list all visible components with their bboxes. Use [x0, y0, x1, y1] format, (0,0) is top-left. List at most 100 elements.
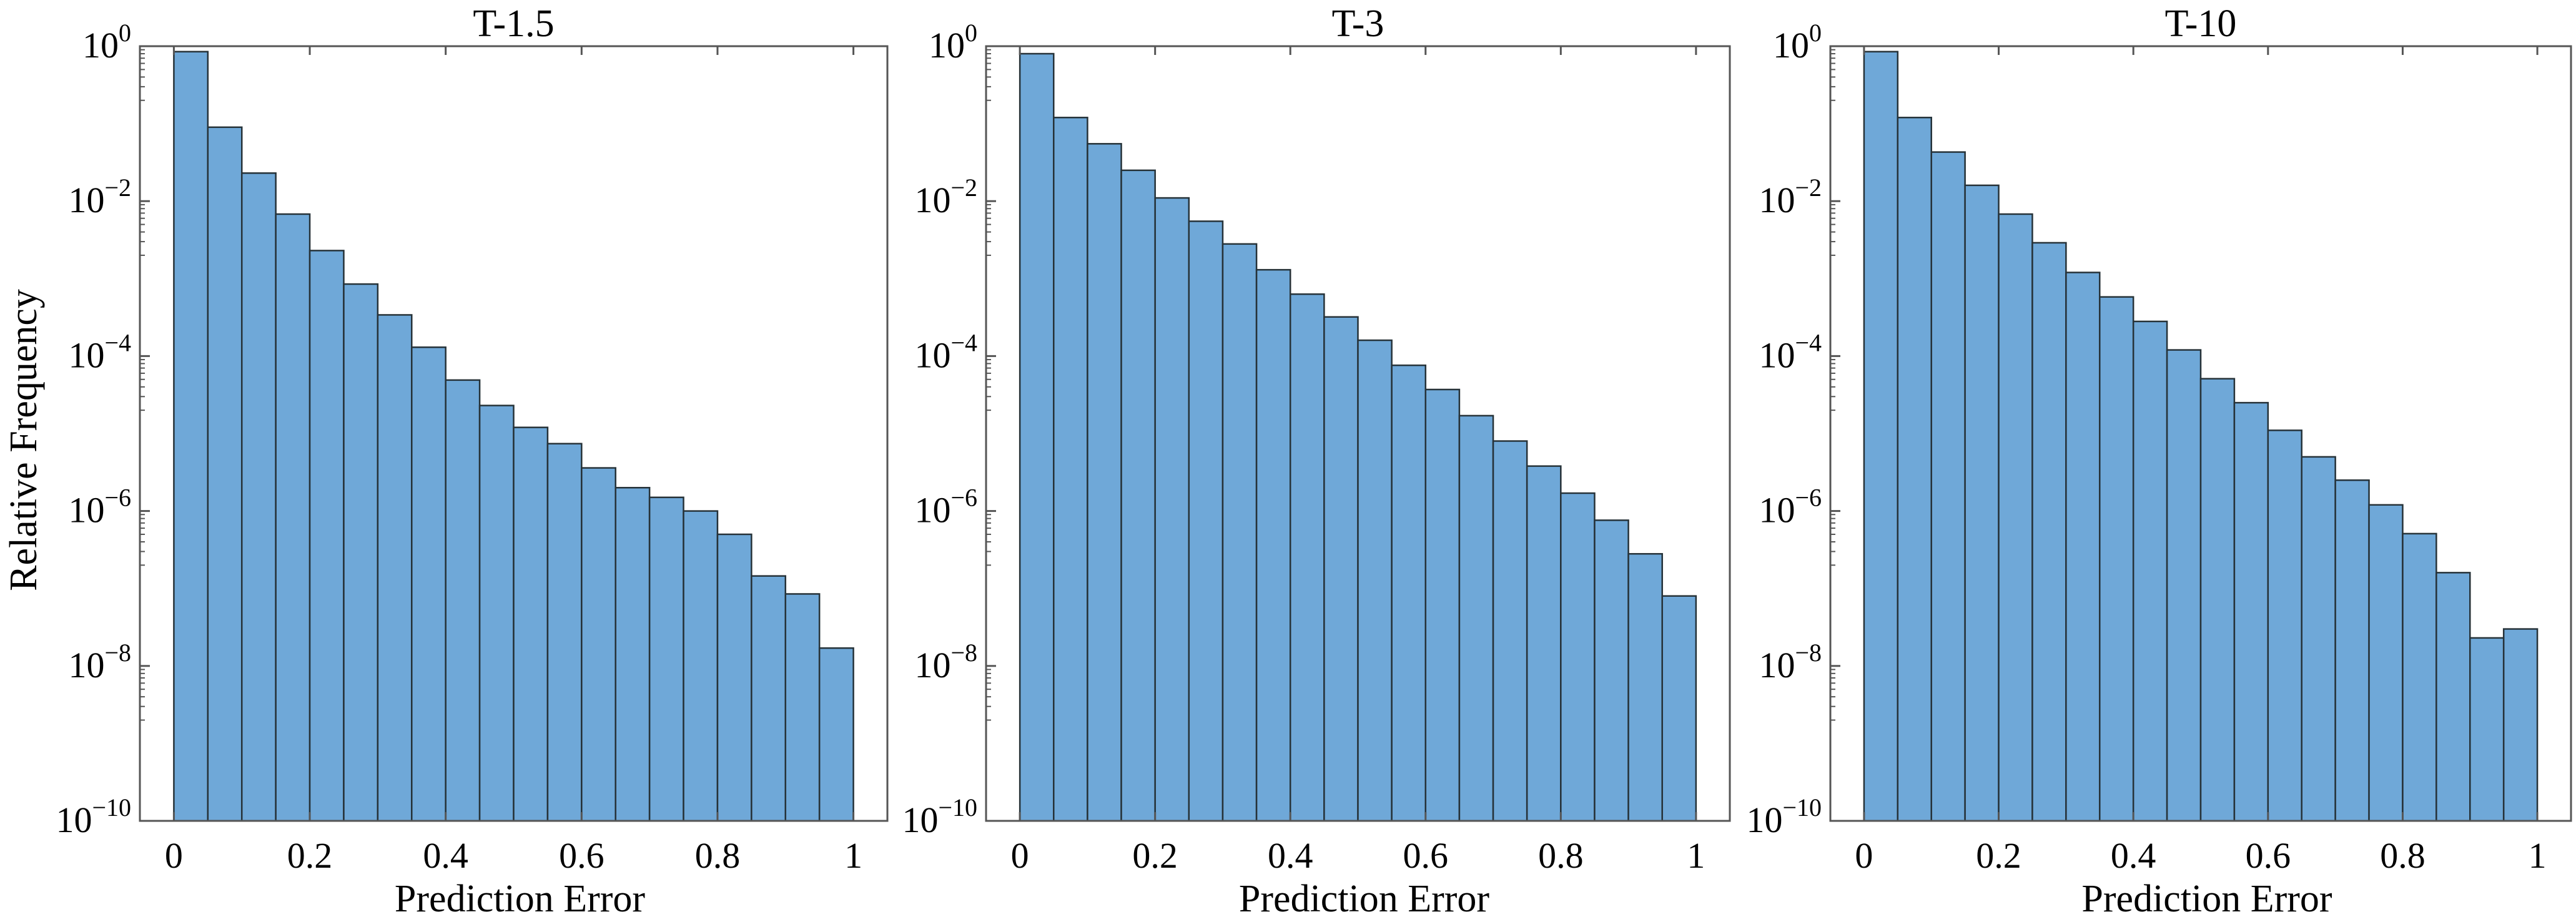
panel-title: T-1.5: [473, 2, 554, 45]
histogram-bar: [1560, 492, 1596, 822]
histogram-bar: [445, 379, 481, 822]
x-tick-label: 0.8: [1538, 835, 1584, 876]
panel-title: T-10: [2165, 2, 2237, 45]
histogram-bar: [2502, 628, 2539, 822]
histogram-bar: [1627, 552, 1663, 822]
y-tick-label: 10−2: [68, 174, 131, 220]
x-tick-label: 0.4: [423, 835, 468, 876]
histogram-bar: [1594, 519, 1629, 822]
y-tick-label: 10−4: [914, 328, 977, 375]
y-tick-label: 10−8: [1759, 639, 1822, 685]
histogram-bar: [1930, 151, 1966, 822]
x-axis-label: Prediction Error: [395, 878, 646, 920]
x-tick-label: 1: [844, 835, 862, 876]
histogram-bar: [1424, 388, 1461, 822]
histogram-bar: [1053, 117, 1088, 822]
histogram-bar: [2402, 532, 2437, 822]
histogram-bar: [240, 172, 277, 822]
histogram-bar: [2166, 349, 2202, 822]
panel-2: 0 0.2 0.4 0.6 0.8 1 100 10−2 10−4 10−6 10−8 10−10 T-…: [902, 2, 1731, 920]
y-tick-label: 100: [82, 19, 131, 66]
histogram-bar: [1964, 184, 2000, 822]
y-tick-label: 10−4: [1759, 328, 1822, 375]
x-axis-label: Prediction Error: [2081, 878, 2332, 920]
y-tick-label: 10−6: [1759, 484, 1822, 531]
histogram-bar: [581, 467, 616, 822]
histogram-bar: [1289, 293, 1325, 822]
y-tick-label: 10−10: [56, 793, 131, 840]
x-tick-label: 0: [1011, 835, 1029, 876]
y-tick-label: 10−2: [914, 174, 977, 220]
histogram-bar: [1458, 414, 1494, 822]
histogram-bar: [343, 283, 379, 822]
histogram-bar: [2368, 504, 2404, 822]
x-tick-label: 0.8: [2380, 835, 2425, 876]
histogram-bar: [2199, 378, 2236, 822]
histogram-bar: [1492, 440, 1528, 822]
histogram-bar: [1863, 51, 1899, 822]
histogram-bar: [614, 486, 651, 822]
histogram-bar: [1998, 213, 2033, 822]
histogram-bar: [1087, 143, 1122, 822]
x-tick-label: 0.6: [1403, 835, 1449, 876]
histogram-bar: [2334, 479, 2370, 822]
histogram-bar: [683, 510, 719, 822]
histogram-bar: [411, 346, 447, 822]
histogram-bar: [513, 426, 549, 822]
histogram-bar: [2099, 296, 2134, 822]
histogram-bar: [716, 533, 753, 822]
histogram-bar: [2469, 637, 2505, 822]
histogram-bar: [751, 575, 787, 822]
histogram-bar: [2031, 242, 2067, 822]
axes-box: [139, 45, 889, 822]
y-tick-label: 10−8: [914, 639, 977, 685]
x-axis-label: Prediction Error: [1239, 878, 1490, 920]
panel-3: 0 0.2 0.4 0.6 0.8 1 100 10−2 10−4 10−6 10−8 10−10 T-…: [1746, 2, 2572, 920]
y-tick-label: 10−6: [68, 484, 131, 531]
histogram-bar: [2233, 401, 2269, 822]
histogram-bar: [1357, 339, 1393, 822]
histogram-bar: [1255, 268, 1291, 822]
histogram-bar: [1221, 243, 1258, 822]
histogram-bar: [478, 405, 515, 822]
histogram-bar: [377, 314, 413, 822]
histogram-bar: [546, 443, 583, 822]
x-tick-label: 0.2: [1976, 835, 2021, 876]
histogram-bar: [207, 126, 243, 822]
histogram-bar: [784, 593, 821, 822]
histogram-bar: [1897, 117, 1932, 822]
histogram-bar: [648, 496, 684, 822]
y-tick-label: 100: [1773, 19, 1822, 66]
x-tick-label: 0.6: [559, 835, 605, 876]
histogram-bar: [1526, 465, 1562, 822]
y-tick-label: 10−10: [902, 793, 977, 840]
x-tick-label: 0.2: [1132, 835, 1178, 876]
histogram-bar: [2435, 572, 2471, 822]
panel-title: T-3: [1332, 2, 1384, 45]
x-tick-label: 1: [2529, 835, 2547, 876]
histogram-bar: [1661, 595, 1697, 822]
y-tick-label: 100: [929, 19, 977, 66]
histogram-bar: [275, 213, 311, 822]
histogram-bar: [1120, 169, 1156, 822]
histogram-bar: [2301, 456, 2336, 822]
histogram-bar: [2267, 429, 2302, 822]
y-tick-label: 10−8: [68, 639, 131, 685]
histogram-bar: [2132, 320, 2168, 822]
x-tick-label: 0.4: [2111, 835, 2156, 876]
histogram-bar: [308, 250, 345, 822]
axes-box: [985, 45, 1731, 822]
y-tick-label: 10−6: [914, 484, 977, 531]
y-tick-label: 10−2: [1759, 174, 1822, 220]
x-tick-label: 0: [1855, 835, 1873, 876]
y-axis-label: Relative Frequency: [2, 289, 45, 591]
x-tick-label: 0.4: [1268, 835, 1313, 876]
x-tick-label: 0.6: [2246, 835, 2291, 876]
histogram-bar: [818, 647, 854, 822]
y-tick-label: 10−10: [1746, 793, 1822, 840]
y-tick-label: 10−4: [68, 328, 131, 375]
histogram-bar: [1019, 52, 1055, 822]
histogram-bar: [1154, 197, 1190, 822]
x-tick-label: 0.8: [695, 835, 741, 876]
